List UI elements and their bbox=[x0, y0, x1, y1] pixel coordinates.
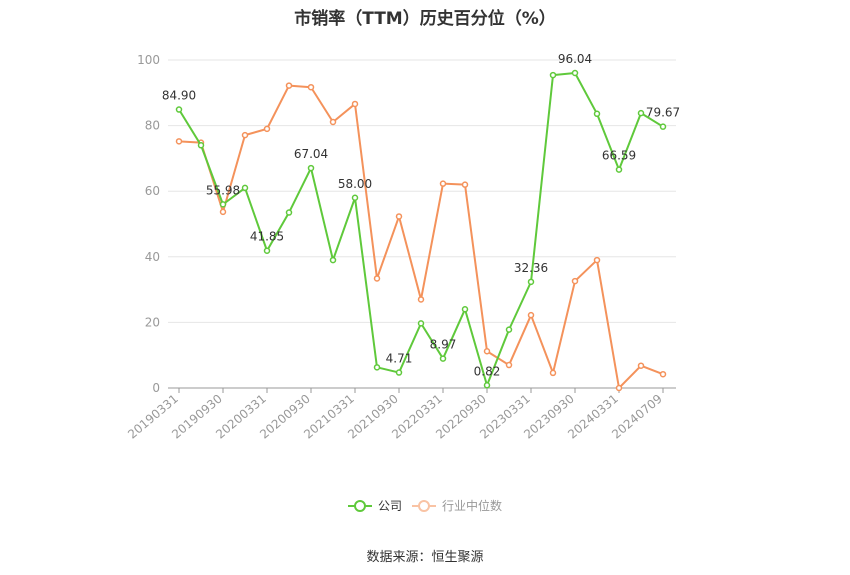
data-point bbox=[219, 201, 227, 208]
data-point bbox=[373, 275, 381, 282]
y-tick-label: 100 bbox=[137, 53, 160, 67]
data-label: 79.67 bbox=[646, 106, 680, 120]
data-label: 0.82 bbox=[474, 364, 501, 378]
data-point bbox=[307, 83, 315, 91]
data-point bbox=[659, 123, 667, 130]
data-point bbox=[483, 382, 491, 389]
data-label: 8.97 bbox=[430, 338, 457, 352]
data-point bbox=[461, 181, 469, 188]
data-point bbox=[615, 384, 623, 392]
data-point bbox=[527, 311, 535, 319]
data-label: 55.98 bbox=[206, 183, 240, 197]
data-point bbox=[593, 256, 601, 264]
data-label: 32.36 bbox=[514, 261, 548, 275]
data-point bbox=[527, 278, 535, 286]
data-point bbox=[351, 100, 359, 108]
data-label: 67.04 bbox=[294, 147, 328, 161]
data-point bbox=[439, 180, 447, 187]
y-tick-label: 0 bbox=[152, 381, 160, 395]
data-point bbox=[637, 362, 645, 369]
data-point bbox=[197, 142, 205, 149]
data-point bbox=[373, 364, 381, 371]
data-label: 96.04 bbox=[558, 52, 592, 66]
legend-marker-company bbox=[354, 500, 366, 512]
legend-label-company: 公司 bbox=[378, 499, 402, 513]
data-point bbox=[329, 118, 337, 126]
data-point bbox=[241, 184, 249, 192]
data-point bbox=[395, 213, 403, 220]
data-point bbox=[417, 320, 425, 327]
data-label: 66.59 bbox=[602, 149, 636, 163]
data-point bbox=[549, 369, 557, 377]
data-point bbox=[571, 69, 579, 77]
y-tick-label: 80 bbox=[145, 119, 160, 133]
data-point bbox=[285, 82, 293, 89]
data-point bbox=[307, 164, 315, 172]
data-point bbox=[351, 194, 359, 202]
data-point bbox=[505, 361, 513, 369]
data-point bbox=[549, 71, 557, 79]
data-point bbox=[175, 138, 183, 145]
data-point bbox=[571, 277, 579, 285]
data-point bbox=[263, 247, 271, 254]
data-point bbox=[417, 296, 425, 303]
chart-title: 市销率（TTM）历史百分位（%） bbox=[294, 9, 556, 29]
data-point bbox=[219, 208, 227, 216]
y-tick-label: 40 bbox=[145, 250, 160, 264]
data-point bbox=[175, 106, 183, 113]
data-point bbox=[241, 131, 249, 139]
data-label: 4.71 bbox=[386, 352, 413, 366]
data-point bbox=[439, 355, 447, 362]
data-label: 58.00 bbox=[338, 177, 372, 191]
legend-label-industry: 行业中位数 bbox=[442, 498, 502, 513]
data-point bbox=[505, 326, 513, 333]
data-point bbox=[329, 256, 337, 264]
data-point bbox=[615, 166, 623, 173]
legend-marker-industry bbox=[418, 500, 430, 512]
y-tick-label: 60 bbox=[145, 184, 160, 198]
data-source-note: 数据来源：恒生聚源 bbox=[366, 550, 484, 565]
data-point bbox=[483, 348, 491, 355]
data-point bbox=[285, 209, 293, 216]
data-point bbox=[461, 306, 469, 313]
data-point bbox=[263, 125, 271, 133]
y-tick-label: 20 bbox=[145, 315, 160, 329]
data-point bbox=[593, 110, 601, 118]
data-label: 84.90 bbox=[162, 89, 196, 103]
data-label: 41.85 bbox=[250, 230, 284, 244]
data-point bbox=[659, 370, 667, 378]
data-point bbox=[637, 109, 645, 117]
data-point bbox=[395, 369, 403, 376]
